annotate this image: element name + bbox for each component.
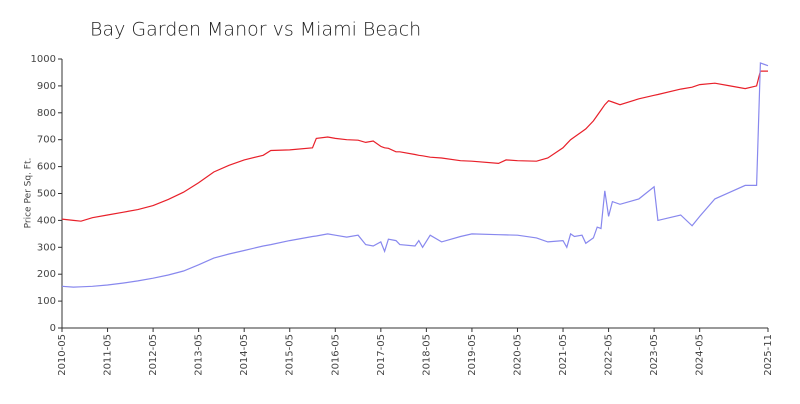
y-tick-label: 200: [37, 269, 56, 280]
x-tick-label: 2020-05: [512, 334, 523, 376]
y-tick-label: 1000: [31, 54, 56, 65]
x-tick-label: 2021-05: [558, 334, 569, 376]
x-tick-label: 2024-05: [695, 334, 706, 376]
y-tick-label: 400: [37, 215, 56, 226]
y-tick-label: 0: [50, 323, 56, 334]
y-axis-label: Price Per Sq. Ft.: [24, 158, 34, 229]
x-tick-label: 2019-05: [467, 334, 478, 376]
x-tick-label: 2012-05: [148, 334, 159, 376]
line-series: [61, 70, 768, 222]
y-tick-label: 600: [37, 162, 56, 173]
x-tick-label: 2011-05: [103, 334, 114, 376]
x-tick-label: 2023-05: [649, 334, 660, 376]
y-tick-label: 700: [37, 135, 56, 146]
x-tick-label: 2013-05: [194, 334, 205, 376]
y-tick-label: 800: [37, 108, 56, 119]
x-tick-label: 2010-05: [57, 334, 68, 376]
y-tick-label: 100: [37, 296, 56, 307]
y-tick-label: 900: [37, 81, 56, 92]
y-tick-label: 500: [37, 189, 56, 200]
y-tick-label: 300: [37, 242, 56, 253]
x-tick-label: 2016-05: [330, 334, 341, 376]
chart-title: Bay Garden Manor vs Miami Beach: [90, 19, 421, 41]
x-tick-label: 2014-05: [239, 334, 250, 376]
x-tick-label: 2022-05: [604, 334, 615, 376]
x-tick-label: 2025-11: [763, 334, 774, 376]
line-series: [61, 62, 769, 288]
x-tick-label: 2018-05: [421, 334, 432, 376]
x-tick-label: 2015-05: [285, 334, 296, 376]
x-tick-label: 2017-05: [376, 334, 387, 376]
